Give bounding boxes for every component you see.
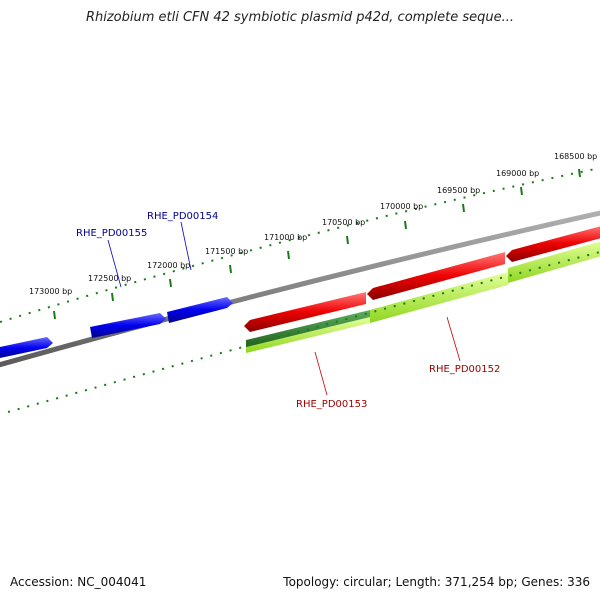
tick-label: 170000 bp bbox=[380, 202, 423, 211]
tick-mark bbox=[462, 203, 465, 213]
page-title: Rhizobium etli CFN 42 symbiotic plasmid … bbox=[85, 10, 515, 25]
leader-line-rhe-pd00155 bbox=[107, 239, 122, 288]
gene-arrow-forward[interactable] bbox=[0, 337, 53, 359]
tick-mark bbox=[346, 235, 349, 245]
tick-label: 171500 bp bbox=[205, 247, 248, 256]
gene-label-rhe-pd00152[interactable]: RHE_PD00152 bbox=[429, 364, 500, 375]
tick-mark bbox=[53, 310, 56, 320]
tick-label: 168500 bp bbox=[554, 152, 597, 161]
tick-ruler-upper: 173000 bp 172500 bp 172000 bp 171500 bp 1710… bbox=[0, 152, 600, 323]
feature-block-light bbox=[508, 241, 600, 283]
topology-summary: Topology: circular; Length: 371,254 bp; … bbox=[283, 575, 590, 589]
gene-label-rhe-pd00153[interactable]: RHE_PD00153 bbox=[296, 399, 367, 410]
forward-genes bbox=[0, 297, 233, 359]
reverse-genes bbox=[244, 225, 600, 332]
tick-label: 170500 bp bbox=[322, 218, 365, 227]
tick-label: 172000 bp bbox=[147, 261, 190, 270]
tick-mark bbox=[169, 278, 172, 288]
gene-arrow-rhe-pd00152[interactable] bbox=[367, 252, 505, 300]
tick-label: 173000 bp bbox=[29, 287, 72, 296]
tick-label: 169000 bp bbox=[496, 169, 539, 178]
gene-label-rhe-pd00155[interactable]: RHE_PD00155 bbox=[76, 228, 147, 239]
tick-label: 172500 bp bbox=[88, 274, 131, 283]
feature-track bbox=[246, 241, 600, 353]
gene-arrow-reverse[interactable] bbox=[506, 225, 600, 262]
tick-label: 169500 bp bbox=[437, 186, 480, 195]
gene-arrow-rhe-pd00153[interactable] bbox=[244, 292, 366, 332]
tick-mark bbox=[578, 168, 581, 178]
leader-line-rhe-pd00152 bbox=[446, 316, 461, 362]
leader-line-rhe-pd00153 bbox=[314, 351, 328, 396]
gene-labels: RHE_PD00155 RHE_PD00154 RHE_PD00153 RHE_… bbox=[76, 211, 500, 410]
accession-label: Accession: NC_004041 bbox=[10, 575, 147, 589]
gene-arrow-rhe-pd00155[interactable] bbox=[90, 313, 166, 338]
tick-mark bbox=[404, 220, 407, 230]
gene-arrow-rhe-pd00154[interactable] bbox=[167, 297, 233, 323]
leader-line-rhe-pd00154 bbox=[180, 221, 192, 271]
feature-block-light bbox=[246, 317, 370, 353]
tick-label: 171000 bp bbox=[264, 233, 307, 242]
tick-mark bbox=[111, 292, 114, 302]
gene-label-rhe-pd00154[interactable]: RHE_PD00154 bbox=[147, 211, 218, 222]
feature-block-light bbox=[370, 272, 508, 323]
plasmid-backbone bbox=[0, 210, 600, 368]
tick-mark bbox=[229, 264, 232, 274]
tick-mark bbox=[520, 186, 523, 196]
tick-mark bbox=[287, 250, 290, 260]
